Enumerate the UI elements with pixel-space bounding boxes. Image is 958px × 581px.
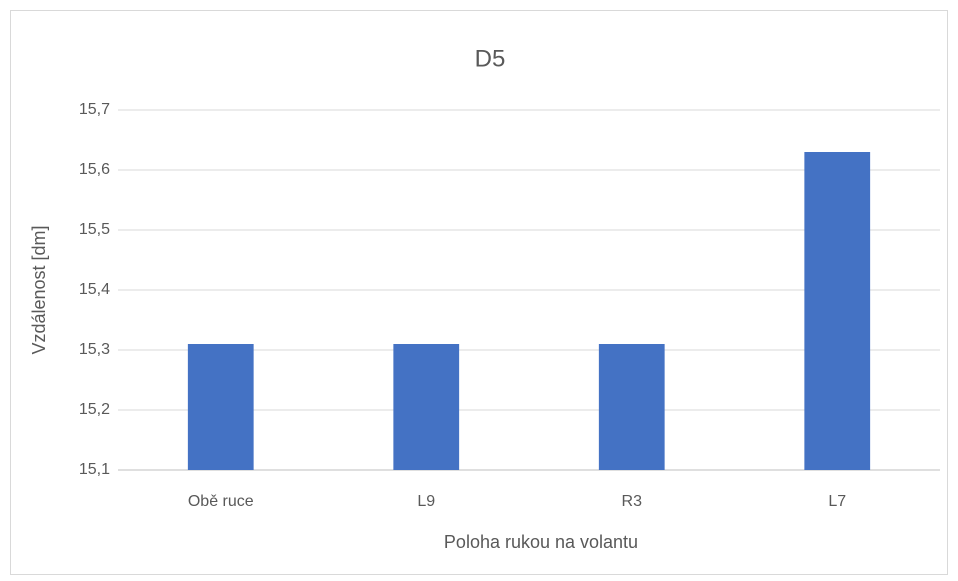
bar [187, 344, 254, 470]
y-tick-label: 15,1 [79, 461, 110, 478]
bar [804, 152, 871, 470]
y-tick-label: 15,4 [79, 281, 110, 298]
x-axis-title: Poloha rukou na volantu [444, 532, 638, 552]
chart-title: D5 [475, 45, 506, 72]
bar [393, 344, 460, 470]
y-tick-label: 15,3 [79, 341, 110, 358]
y-axis-title: Vzdálenost [dm] [29, 225, 49, 354]
y-tick-label: 15,2 [79, 401, 110, 418]
y-tick-label: 15,6 [79, 161, 110, 178]
x-tick-label: R3 [622, 493, 643, 510]
y-tick-label: 15,5 [79, 221, 110, 238]
x-tick-label: Obě ruce [188, 493, 254, 510]
bar [598, 344, 665, 470]
x-tick-label: L7 [828, 493, 846, 510]
x-tick-label: L9 [417, 493, 435, 510]
y-tick-label: 15,7 [79, 101, 110, 118]
chart-border [10, 10, 948, 575]
